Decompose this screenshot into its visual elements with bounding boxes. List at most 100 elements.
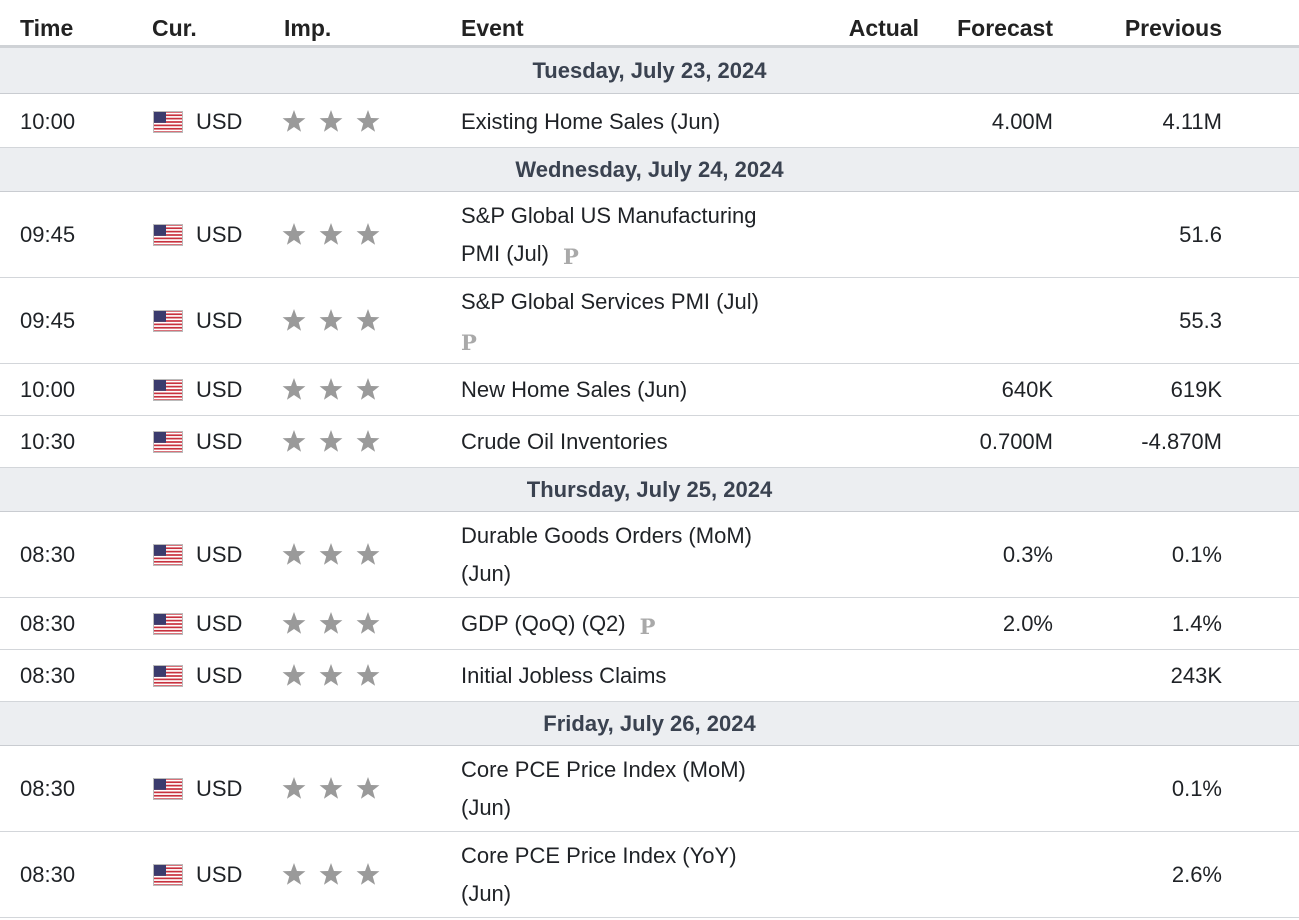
event-row[interactable]: 10:30 USD Crude Oil Inventories 0.700M -4.87… [0,416,1299,468]
event-name-line: S&P Global Services PMI (Jul) [461,289,759,314]
event-time: 10:30 [20,429,76,454]
star-icon [319,109,343,132]
us-flag-icon [153,224,183,246]
event-row[interactable]: 09:45 USD S&P Global Services PMI (Jul) P 55… [0,278,1299,364]
day-header-row: Thursday, July 25, 2024 [0,468,1299,512]
header-forecast[interactable]: Forecast [957,15,1053,41]
importance-stars [281,308,385,334]
event-time: 10:00 [20,377,76,402]
event-time: 08:30 [20,611,76,636]
table-header: Time Cur. Imp. Event Actual Forecast Pre… [0,0,1299,48]
preliminary-badge: P [563,244,579,269]
star-icon [356,664,380,686]
star-icon [319,430,343,452]
event-currency: USD [196,377,243,402]
event-name-line: (Jun) [461,561,512,586]
star-icon [282,612,306,634]
star-icon [282,664,306,686]
event-name[interactable]: Core PCE Price Index (YoY) (Jun) [461,837,821,913]
event-name[interactable]: S&P Global US Manufacturing PMI (Jul) P [461,197,821,276]
importance-stars [281,429,385,455]
star-icon [356,612,380,634]
star-icon [282,109,306,132]
event-currency: USD [196,429,243,454]
event-name-line: S&P Global US Manufacturing [461,203,757,228]
event-name[interactable]: New Home Sales (Jun) [461,371,821,409]
event-forecast: 2.0% [1002,611,1053,636]
event-currency: USD [196,108,243,134]
star-icon [356,863,380,885]
event-row[interactable]: 08:30 USD GDP (QoQ) (Q2) P 2.0% 1.4% [0,598,1299,650]
star-icon [319,378,343,400]
header-actual[interactable]: Actual [848,15,919,41]
event-previous: 619K [1170,377,1222,402]
event-previous: 1.4% [1171,611,1222,636]
header-event[interactable]: Event [461,15,524,41]
star-icon [282,863,306,885]
day-header-row: Tuesday, July 23, 2024 [0,48,1299,94]
event-row[interactable]: 08:30 USD Durable Goods Orders (MoM) (Jun) 0… [0,512,1299,598]
preliminary-badge: P [639,614,656,639]
us-flag-icon [153,613,183,635]
us-flag-icon [153,864,183,886]
event-previous: 243K [1170,663,1222,688]
event-name-line: Crude Oil Inventories [461,429,668,454]
event-row[interactable]: 08:30 USD Core PCE Price Index (YoY) (Jun) 2… [0,832,1299,918]
importance-stars [281,862,385,888]
event-time: 08:30 [20,776,76,801]
star-icon [282,223,306,245]
star-icon [319,309,343,331]
event-previous: 0.1% [1171,542,1222,567]
event-time: 09:45 [20,308,76,333]
event-row[interactable]: 08:30 USD Initial Jobless Claims 243K [0,650,1299,702]
event-previous: 4.11M [1162,108,1222,134]
day-label: Tuesday, July 23, 2024 [532,58,767,83]
star-icon [319,223,343,245]
header-previous[interactable]: Previous [1124,15,1222,41]
us-flag-icon [153,665,183,687]
event-name-line: Core PCE Price Index (MoM) [461,757,746,782]
event-row[interactable]: 08:30 USD Core PCE Price Index (MoM) (Jun) 0… [0,746,1299,832]
header-currency[interactable]: Cur. [152,15,197,41]
event-name[interactable]: Existing Home Sales (Jun) [461,103,821,141]
importance-stars [281,611,385,637]
star-icon [356,309,380,331]
event-currency: USD [196,222,243,247]
event-name-line: (Jun) [461,881,512,906]
event-name[interactable]: Initial Jobless Claims [461,657,821,695]
event-previous: -4.870M [1141,429,1222,454]
day-label: Friday, July 26, 2024 [543,711,756,736]
event-currency: USD [196,308,243,333]
event-currency: USD [196,663,243,688]
event-row[interactable]: 10:00 USD Existing Home Sales (Jun) 4.00M 4.… [0,95,1299,148]
event-name-line: PMI (Jul) [461,241,549,266]
star-icon [319,863,343,885]
header-importance[interactable]: Imp. [284,15,332,41]
star-icon [319,543,343,565]
day-label: Thursday, July 25, 2024 [526,477,773,502]
event-forecast: 0.3% [1002,542,1053,567]
event-name[interactable]: S&P Global Services PMI (Jul) P [461,283,821,362]
event-currency: USD [196,862,243,887]
importance-stars [281,222,385,248]
preliminary-badge: P [461,330,477,355]
importance-stars [281,776,385,802]
day-label: Wednesday, July 24, 2024 [515,157,784,182]
event-previous: 55.3 [1179,308,1222,333]
event-name[interactable]: Durable Goods Orders (MoM) (Jun) [461,517,821,593]
header-time[interactable]: Time [20,15,74,41]
event-time: 09:45 [20,222,76,247]
event-name[interactable]: GDP (QoQ) (Q2) P [461,605,821,646]
event-time: 08:30 [20,862,76,887]
event-row[interactable]: 09:45 USD S&P Global US Manufacturing PMI (… [0,192,1299,278]
event-name-line: GDP (QoQ) (Q2) [461,611,626,636]
event-row[interactable]: 10:00 USD New Home Sales (Jun) 640K 619K [0,364,1299,416]
event-name[interactable]: Core PCE Price Index (MoM) (Jun) [461,751,821,827]
us-flag-icon [153,778,183,800]
star-icon [282,430,306,452]
event-name[interactable]: Crude Oil Inventories [461,423,821,461]
day-header-row: Wednesday, July 24, 2024 [0,148,1299,192]
event-forecast: 4.00M [991,108,1053,134]
us-flag-icon [153,110,183,133]
